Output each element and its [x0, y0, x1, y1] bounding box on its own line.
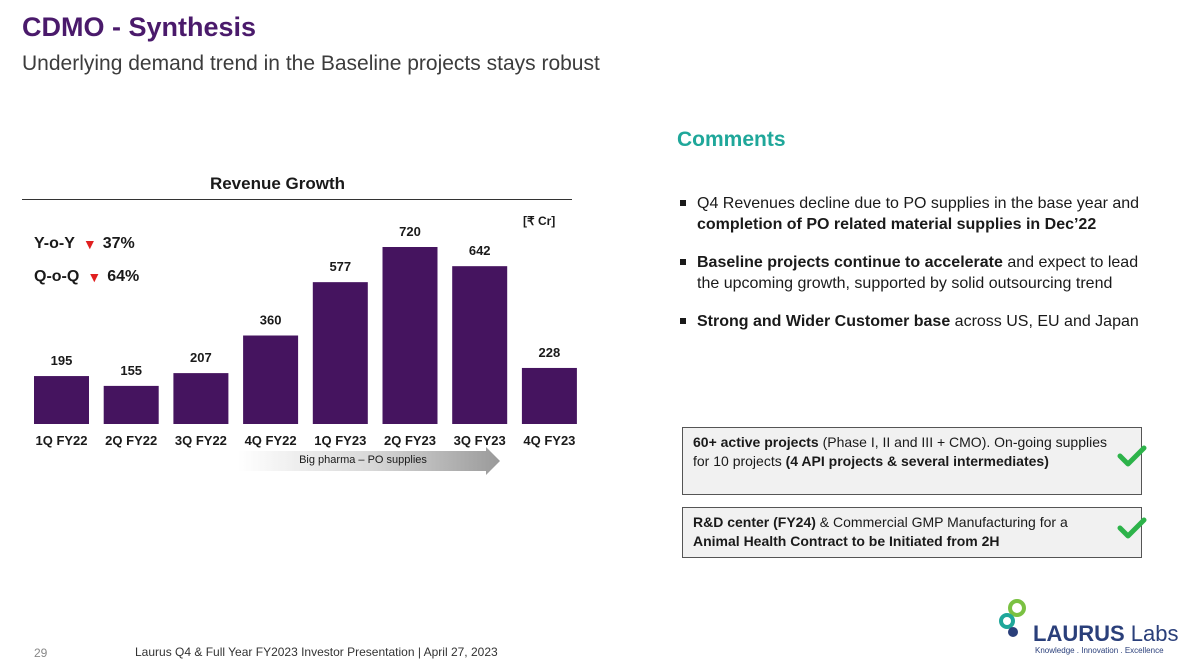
down-arrow-icon: ▼	[82, 236, 97, 252]
qoq-value: 64%	[107, 268, 140, 285]
category-label: 4Q FY22	[245, 433, 297, 448]
logo-tagline: Knowledge . Innovation . Excellence	[1035, 646, 1164, 655]
page-title: CDMO - Synthesis	[22, 12, 257, 42]
logo-wordmark: LAURUS Labs	[1033, 621, 1179, 646]
page-subtitle: Underlying demand trend in the Baseline …	[22, 52, 600, 75]
laurus-labs-logo: LAURUS Labs Knowledge . Innovation . Exc…	[995, 598, 1185, 658]
po-supplies-label: Big pharma – PO supplies	[299, 454, 427, 466]
laurus-logo-mark-icon	[999, 599, 1026, 637]
down-arrow-icon: ▼	[87, 269, 102, 285]
po-supplies-arrow-icon	[238, 447, 500, 475]
category-label: 3Q FY22	[175, 433, 227, 448]
bar-4q-fy22	[243, 335, 299, 424]
bar-3q-fy23	[452, 266, 508, 424]
bar-value-label: 360	[260, 313, 282, 328]
rd-center-text: R&D center (FY24) & Commercial GMP Manuf…	[693, 514, 1068, 549]
category-label: 2Q FY23	[384, 433, 436, 448]
checkmark-icon	[1117, 445, 1147, 467]
rd-center-box: R&D center (FY24) & Commercial GMP Manuf…	[682, 507, 1147, 558]
bar-value-label: 207	[190, 350, 212, 365]
bar-value-label: 228	[539, 345, 561, 360]
comment-item: Q4 Revenues decline due to PO supplies i…	[678, 193, 1158, 235]
bar-2q-fy22	[103, 385, 159, 424]
footer-text: Laurus Q4 & Full Year FY2023 Investor Pr…	[135, 645, 498, 659]
bar-value-label: 720	[399, 224, 421, 239]
bar-1q-fy23	[312, 282, 368, 424]
comments-list: Q4 Revenues decline due to PO supplies i…	[678, 193, 1158, 349]
category-label: 1Q FY23	[314, 433, 366, 448]
checkmark-icon	[1117, 517, 1147, 539]
category-label: 2Q FY22	[105, 433, 157, 448]
comments-title: Comments	[677, 128, 786, 151]
page-number: 29	[34, 646, 48, 660]
yoy-label: Y-o-Y	[34, 235, 75, 252]
chart-title: Revenue Growth	[209, 174, 346, 193]
active-projects-box: 60+ active projects (Phase I, II and III…	[682, 427, 1147, 495]
active-projects-text: 60+ active projects (Phase I, II and III…	[693, 434, 1107, 469]
comment-item: Strong and Wider Customer base across US…	[678, 311, 1158, 332]
qoq-label: Q-o-Q	[34, 268, 80, 285]
bar-value-label: 577	[329, 259, 351, 274]
unit-label: [₹ Cr]	[523, 214, 556, 228]
bar-2q-fy23	[382, 247, 438, 424]
revenue-bar-chart: 195 1Q FY22 155 2Q FY22 207 3Q FY22 360 4Q FY22…	[34, 224, 577, 448]
bar-value-label: 195	[51, 353, 73, 368]
chart-divider	[22, 199, 572, 200]
bar-value-label: 642	[469, 243, 491, 258]
category-label: 4Q FY23	[523, 433, 575, 448]
bar-value-label: 155	[120, 363, 142, 378]
yoy-metric: Y-o-Y ▼ 37%	[34, 235, 135, 253]
category-label: 1Q FY22	[35, 433, 87, 448]
bar-1q-fy22	[34, 376, 89, 424]
qoq-metric: Q-o-Q ▼ 64%	[34, 268, 139, 286]
category-label: 3Q FY23	[454, 433, 506, 448]
comment-item: Baseline projects continue to accelerate…	[678, 252, 1158, 294]
yoy-value: 37%	[102, 235, 135, 252]
bar-3q-fy22	[173, 373, 229, 424]
bar-4q-fy23	[521, 367, 577, 424]
